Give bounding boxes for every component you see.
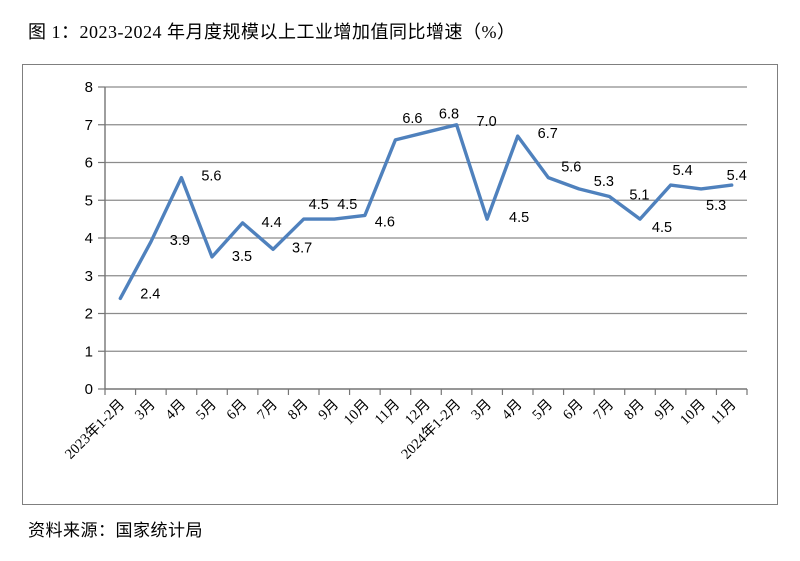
y-tick-label: 8 — [85, 79, 93, 96]
x-tick-label: 11月 — [372, 397, 403, 428]
data-label: 4.4 — [261, 215, 281, 231]
data-label: 4.5 — [309, 197, 329, 213]
data-label: 7.0 — [476, 114, 496, 130]
data-label: 3.7 — [292, 240, 312, 256]
x-tick-label: 3月 — [468, 397, 495, 424]
axes — [98, 86, 748, 395]
data-label: 4.6 — [375, 214, 395, 230]
data-labels: 2.4 3.9 5.6 3.5 4.4 3.7 4.5 4.5 4.6 6.6 6.8 7.0 4.5 6… — [140, 106, 747, 302]
y-tick-label: 0 — [85, 381, 93, 398]
data-label: 4.5 — [652, 220, 672, 236]
x-tick-label: 3月 — [132, 397, 159, 424]
x-tick-label: 5月 — [193, 397, 220, 424]
x-tick-label: 2023年1-2月 — [61, 396, 128, 463]
data-label: 5.1 — [629, 187, 649, 203]
y-tick-label: 5 — [85, 192, 93, 209]
data-label: 6.6 — [402, 111, 422, 127]
y-axis-tick-labels: 0 1 2 3 4 5 6 7 8 — [85, 79, 93, 398]
x-tick-label: 9月 — [315, 397, 342, 424]
x-tick-label: 4月 — [499, 397, 526, 424]
x-tick-label: 10月 — [341, 397, 373, 429]
y-tick-label: 3 — [85, 268, 93, 285]
y-tick-label: 2 — [85, 306, 93, 323]
x-tick-label: 6月 — [224, 397, 251, 424]
figure-title: 图 1：2023-2024 年月度规模以上工业增加值同比增速（%） — [28, 22, 516, 42]
x-tick-label: 10月 — [677, 397, 709, 429]
x-tick-label: 7月 — [254, 397, 281, 424]
x-tick-label: 7月 — [591, 397, 618, 424]
data-label: 5.4 — [727, 168, 747, 184]
data-label: 6.8 — [439, 106, 459, 122]
x-tick-label: 4月 — [163, 397, 190, 424]
data-label: 2.4 — [140, 286, 160, 302]
data-label: 5.3 — [706, 198, 726, 214]
data-label: 5.6 — [561, 160, 581, 176]
x-tick-label: 9月 — [652, 397, 679, 424]
y-tick-label: 7 — [85, 117, 93, 134]
source-note: 资料来源：国家统计局 — [28, 521, 203, 540]
data-label: 4.5 — [337, 197, 357, 213]
y-tick-label: 4 — [85, 230, 93, 247]
x-tick-label: 11月 — [708, 397, 739, 428]
x-tick-label: 6月 — [560, 397, 587, 424]
data-label: 3.9 — [170, 233, 190, 249]
y-tick-label: 1 — [85, 343, 93, 360]
x-tick-label: 8月 — [621, 397, 648, 424]
data-label: 3.5 — [232, 249, 252, 265]
x-tick-label: 8月 — [285, 397, 312, 424]
data-label: 5.3 — [594, 174, 614, 190]
chart-area: 0 1 2 3 4 5 6 7 8 2023年1-2月 3月 4月 5月 6月 7月 8月 9月 10月 11月 12… — [22, 64, 778, 505]
gridlines — [105, 86, 747, 352]
data-label: 4.5 — [509, 210, 529, 226]
data-label: 5.4 — [672, 163, 692, 179]
x-tick-label: 5月 — [529, 397, 556, 424]
data-label: 5.6 — [201, 169, 221, 185]
data-label: 6.7 — [538, 126, 558, 142]
series-line — [118, 123, 734, 301]
y-tick-label: 6 — [85, 155, 93, 172]
